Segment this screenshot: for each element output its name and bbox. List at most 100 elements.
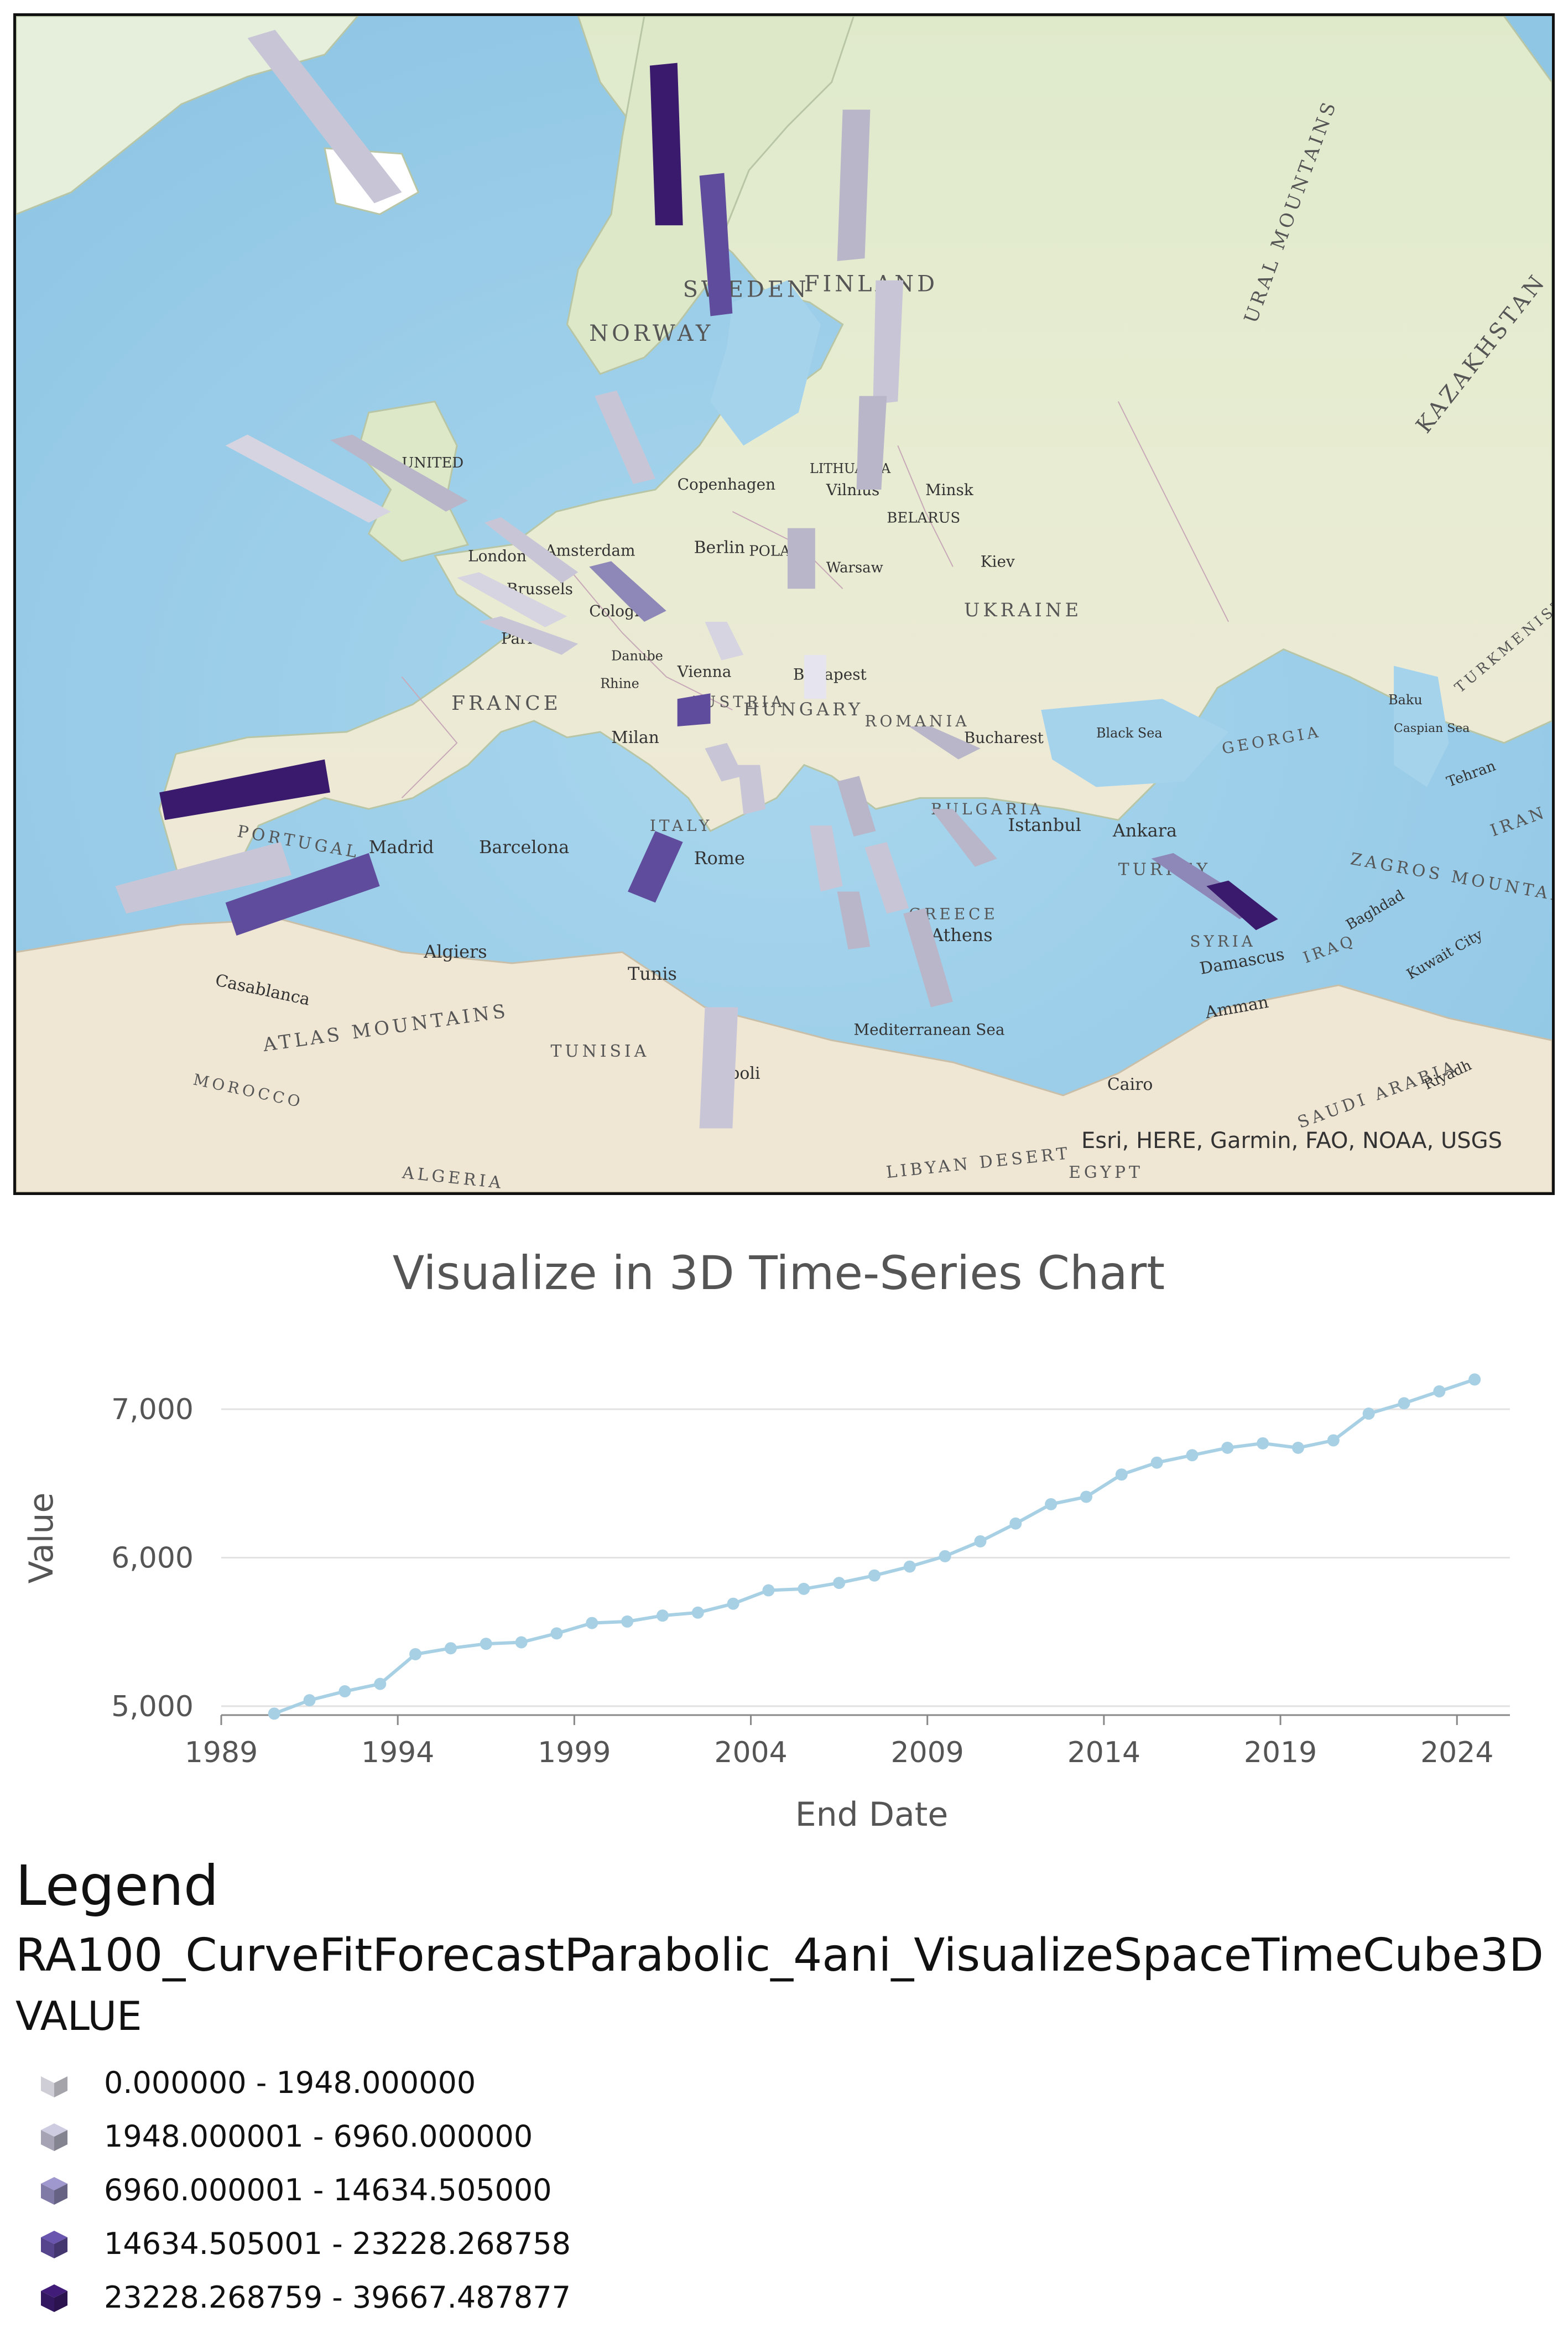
land-africa [16, 918, 1552, 1192]
stc-bar [837, 891, 871, 950]
label-syria: SYRIA [1190, 932, 1256, 950]
data-point[interactable] [656, 1609, 669, 1622]
stc-bar [330, 434, 468, 512]
legend-item: 23228.268759 - 39667.487877 [15, 2271, 1553, 2324]
label-budapest: Budapest [793, 665, 867, 683]
data-point[interactable] [374, 1677, 387, 1690]
data-point[interactable] [444, 1642, 457, 1655]
data-point[interactable] [1398, 1397, 1410, 1410]
label-france: FRANCE [451, 692, 561, 715]
label-rome: Rome [694, 848, 745, 869]
globe-map[interactable]: SWEDEN FINLAND NORWAY URAL MOUNTAINS KAZ… [16, 16, 1552, 1192]
stc-bar [856, 396, 887, 490]
data-point[interactable] [1045, 1498, 1058, 1510]
stc-bar [677, 693, 711, 726]
stc-bar [225, 434, 391, 523]
stc-bar [595, 390, 655, 485]
data-point[interactable] [621, 1615, 634, 1628]
stc-bar [903, 908, 953, 1007]
x-tick-label: 1994 [361, 1736, 434, 1769]
data-point[interactable] [798, 1582, 810, 1595]
country-borders [401, 401, 1229, 799]
label-warsaw: Warsaw [826, 559, 883, 576]
data-point[interactable] [1433, 1385, 1446, 1398]
stc-bar [738, 765, 766, 815]
data-point[interactable] [338, 1685, 351, 1698]
stc-bar [159, 759, 330, 820]
data-point[interactable] [939, 1550, 951, 1562]
y-axis-ticks: 5,000 6,000 7,000 [111, 1393, 194, 1723]
y-axis-title: Value [22, 1493, 61, 1584]
label-london: London [468, 547, 527, 565]
data-point[interactable] [1362, 1407, 1375, 1420]
label-tunis: Tunis [628, 963, 677, 984]
label-bucharest: Bucharest [964, 729, 1044, 747]
data-point[interactable] [903, 1560, 916, 1573]
legend-item-label: 14634.505001 - 23228.268758 [104, 2226, 571, 2261]
legend-panel: Legend RA100_CurveFitForecastParabolic_4… [15, 1853, 1553, 2324]
data-point[interactable] [268, 1707, 280, 1720]
stc-bar [787, 528, 815, 589]
data-point[interactable] [1257, 1437, 1269, 1450]
label-madrid: Madrid [369, 837, 434, 858]
time-series-chart: Visualize in 3D Time-Series Chart 5,000 6… [0, 1217, 1568, 1848]
legend-item: 1948.000001 - 6960.000000 [15, 2110, 1553, 2163]
space-time-bars [115, 29, 1278, 1129]
label-belarus: BELARUS [887, 510, 960, 527]
cube-swatch-icon [41, 2069, 67, 2097]
data-point[interactable] [1291, 1441, 1304, 1454]
stc-bar [478, 616, 579, 655]
legend-item-label: 6960.000001 - 14634.505000 [104, 2173, 552, 2207]
data-point[interactable] [1150, 1456, 1163, 1469]
stc-bar [804, 654, 826, 699]
map-view[interactable]: SWEDEN FINLAND NORWAY URAL MOUNTAINS KAZ… [13, 13, 1555, 1195]
y-tick-label: 6,000 [111, 1541, 194, 1575]
legend-item: 6960.000001 - 14634.505000 [15, 2163, 1553, 2217]
data-point[interactable] [1186, 1449, 1199, 1462]
data-point[interactable] [515, 1636, 528, 1649]
label-finland: FINLAND [804, 272, 938, 297]
chart-svg: Visualize in 3D Time-Series Chart 5,000 6… [22, 1246, 1510, 1834]
data-point[interactable] [1468, 1373, 1481, 1386]
label-copenhagen: Copenhagen [678, 475, 775, 494]
data-point[interactable] [762, 1584, 775, 1597]
legend-field-name: VALUE [15, 1993, 142, 2039]
stc-bar [247, 29, 402, 204]
data-point[interactable] [409, 1648, 422, 1660]
data-point[interactable] [833, 1577, 846, 1589]
label-minsk: Minsk [925, 481, 974, 499]
stc-bar [484, 517, 579, 584]
label-athens: Athens [930, 924, 993, 946]
x-tick-label: 1989 [185, 1736, 258, 1769]
data-point[interactable] [480, 1638, 492, 1650]
label-black-sea: Black Sea [1096, 725, 1163, 741]
stc-bar [589, 561, 666, 622]
data-point[interactable] [1327, 1434, 1340, 1447]
data-point[interactable] [303, 1694, 316, 1707]
stc-bar [115, 841, 292, 914]
legend-layer-name: RA100_CurveFitForecastParabolic_4ani_Vis… [15, 1929, 1544, 1982]
data-point[interactable] [691, 1606, 704, 1619]
label-ankara: Ankara [1112, 820, 1177, 841]
data-point[interactable] [586, 1617, 598, 1629]
stc-bar [705, 742, 744, 782]
legend-title: Legend [15, 1853, 219, 1918]
label-tunisia: TUNISIA [551, 1042, 650, 1061]
data-point[interactable] [550, 1627, 563, 1640]
label-norway: NORWAY [589, 321, 713, 346]
grid-lines [221, 1408, 1510, 1707]
data-point[interactable] [1080, 1490, 1092, 1503]
stc-bar [809, 825, 843, 892]
label-caspian: Caspian Sea [1394, 721, 1470, 735]
data-point[interactable] [868, 1569, 881, 1582]
data-point[interactable] [1009, 1517, 1022, 1530]
x-tick-label: 2009 [891, 1736, 964, 1769]
data-point[interactable] [727, 1597, 739, 1610]
data-point[interactable] [1221, 1441, 1234, 1454]
data-point[interactable] [974, 1535, 987, 1547]
stc-bar [457, 572, 567, 627]
cube-swatch-icon [41, 2284, 67, 2312]
data-point[interactable] [1115, 1468, 1128, 1481]
label-baku: Baku [1388, 692, 1423, 708]
stc-bar [1206, 880, 1278, 931]
